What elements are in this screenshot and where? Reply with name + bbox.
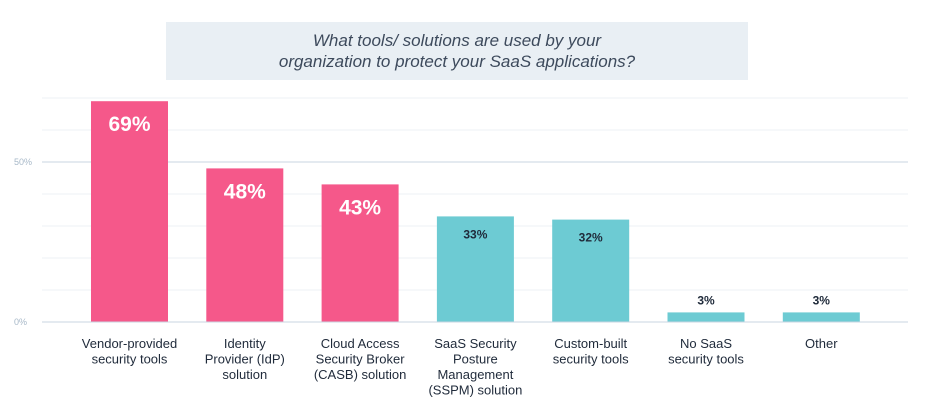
bar	[782, 312, 860, 322]
category-label: Identity Provider (IdP) solution	[205, 336, 285, 382]
bar-value-label: 69%	[108, 113, 150, 136]
category-label: Cloud Access Security Broker (CASB) soluti…	[314, 336, 406, 382]
category-label: Vendor-provided security tools	[82, 336, 177, 367]
bar	[321, 184, 399, 322]
category-label: Custom-built security tools	[553, 336, 629, 367]
y-tick-label: 50%	[14, 157, 32, 167]
bar	[667, 312, 745, 322]
chart-title-box: What tools/ solutions are used by your o…	[166, 22, 748, 80]
bar-value-label: 33%	[463, 227, 487, 241]
bar	[206, 168, 284, 322]
category-label: Other	[805, 336, 838, 351]
bar-value-label: 3%	[697, 293, 715, 307]
category-label: SaaS Security Posture Management (SSPM) sol…	[428, 336, 522, 398]
bar-value-label: 32%	[579, 231, 603, 245]
bar	[552, 219, 630, 322]
bar-value-label: 48%	[224, 180, 266, 203]
chart-title: What tools/ solutions are used by your o…	[278, 31, 636, 71]
category-label: No SaaS security tools	[668, 336, 744, 367]
bar	[91, 101, 168, 322]
y-tick-label: 0%	[14, 317, 27, 327]
bar-value-label: 43%	[339, 196, 381, 219]
bar-value-label: 3%	[813, 293, 831, 307]
bar	[436, 216, 514, 322]
